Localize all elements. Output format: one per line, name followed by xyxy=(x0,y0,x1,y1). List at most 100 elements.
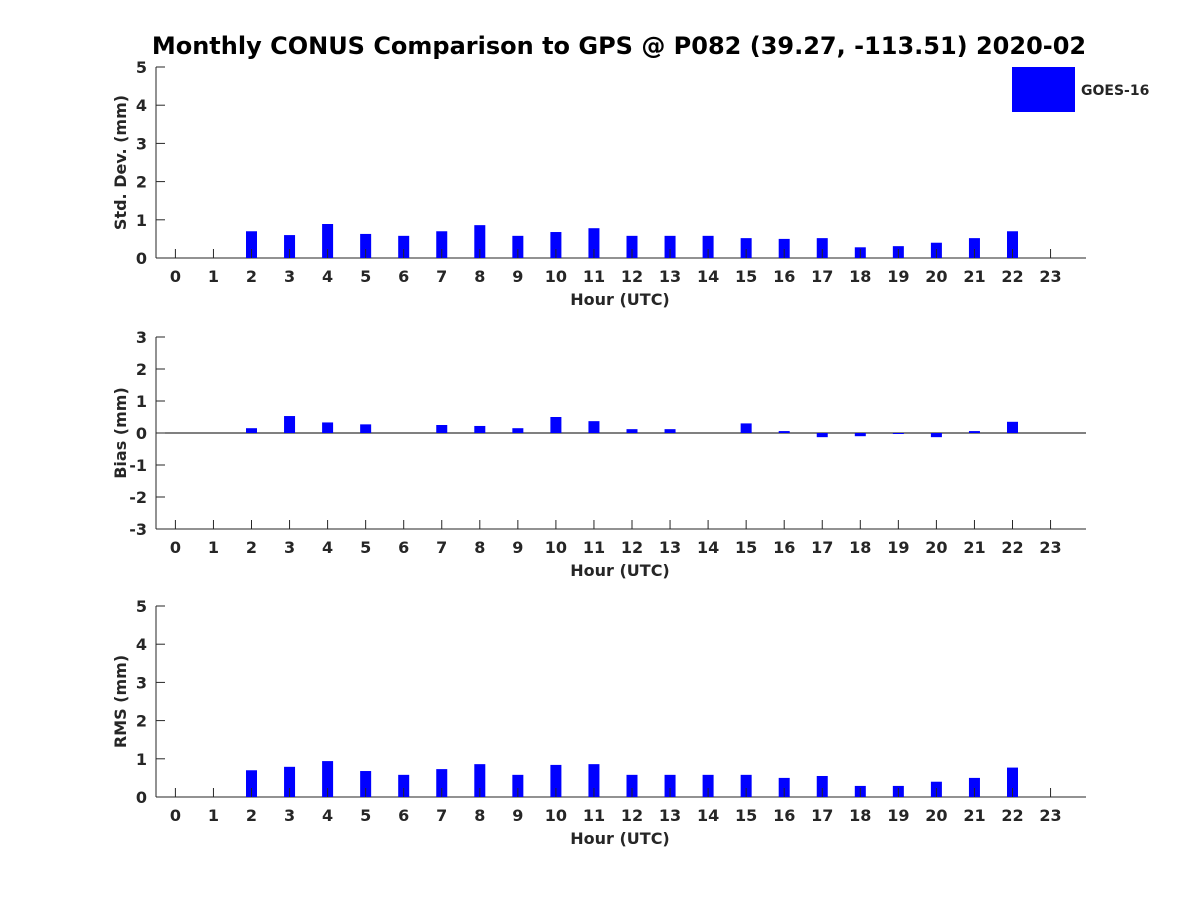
y-tick-label: 4 xyxy=(136,635,147,654)
x-tick-label: 10 xyxy=(545,538,567,557)
x-tick-label: 22 xyxy=(1001,267,1023,286)
x-tick-label: 19 xyxy=(887,806,909,825)
x-tick-label: 7 xyxy=(436,806,447,825)
y-tick-label: 2 xyxy=(136,173,147,192)
x-tick-label: 1 xyxy=(208,538,219,557)
x-tick-label: 15 xyxy=(735,267,757,286)
y-axis-label: Bias (mm) xyxy=(111,387,130,479)
bar-hour-11 xyxy=(588,421,600,433)
x-tick-label: 2 xyxy=(246,806,257,825)
x-tick-label: 2 xyxy=(246,267,257,286)
x-tick-label: 4 xyxy=(322,538,333,557)
bar-hour-7 xyxy=(436,769,448,797)
y-tick-label: 1 xyxy=(136,750,147,769)
bar-hour-14 xyxy=(702,774,714,797)
bar-hour-8 xyxy=(474,225,486,258)
bar-hour-5 xyxy=(360,771,372,797)
x-tick-label: 7 xyxy=(436,267,447,286)
x-tick-label: 21 xyxy=(963,267,985,286)
x-tick-label: 3 xyxy=(284,538,295,557)
x-tick-label: 13 xyxy=(659,538,681,557)
x-tick-label: 6 xyxy=(398,538,409,557)
bar-hour-12 xyxy=(626,235,638,258)
x-tick-label: 5 xyxy=(360,538,371,557)
bar-hour-11 xyxy=(588,228,600,258)
legend-swatch-goes-16 xyxy=(1012,67,1075,112)
x-tick-label: 12 xyxy=(621,267,643,286)
x-tick-label: 8 xyxy=(474,806,485,825)
x-tick-label: 18 xyxy=(849,267,871,286)
y-tick-label: 1 xyxy=(136,392,147,411)
bar-hour-18 xyxy=(854,433,866,437)
y-tick-label: 5 xyxy=(136,58,147,77)
y-tick-label: -1 xyxy=(129,456,147,475)
bar-hour-22 xyxy=(1007,231,1018,258)
bar-hour-21 xyxy=(968,777,980,797)
bar-hour-14 xyxy=(702,235,714,258)
x-tick-label: 22 xyxy=(1001,538,1023,557)
bar-hour-3 xyxy=(284,766,296,797)
x-tick-label: 23 xyxy=(1039,806,1061,825)
y-tick-label: -3 xyxy=(129,520,147,539)
bar-hour-22 xyxy=(1007,421,1018,433)
x-tick-label: 17 xyxy=(811,267,833,286)
y-tick-label: 4 xyxy=(136,96,147,115)
x-tick-label: 0 xyxy=(170,806,181,825)
bar-hour-17 xyxy=(816,775,828,797)
x-tick-label: 8 xyxy=(474,267,485,286)
bar-hour-13 xyxy=(664,429,676,433)
y-tick-label: 2 xyxy=(136,360,147,379)
x-tick-label: 20 xyxy=(925,538,947,557)
bar-hour-17 xyxy=(816,238,828,258)
x-tick-label: 17 xyxy=(811,806,833,825)
y-tick-label: 5 xyxy=(136,597,147,616)
x-tick-label: 22 xyxy=(1001,806,1023,825)
x-axis-label: Hour (UTC) xyxy=(570,829,670,848)
x-axis-label: Hour (UTC) xyxy=(570,290,670,309)
y-tick-label: 2 xyxy=(136,712,147,731)
x-tick-label: 11 xyxy=(583,267,605,286)
bar-hour-19 xyxy=(892,433,904,434)
x-tick-label: 13 xyxy=(659,267,681,286)
legend: GOES-16 xyxy=(1012,67,1149,112)
bar-hour-15 xyxy=(740,774,752,797)
x-tick-label: 9 xyxy=(512,806,523,825)
bar-hour-2 xyxy=(246,231,257,258)
x-tick-label: 4 xyxy=(322,806,333,825)
x-tick-label: 10 xyxy=(545,267,567,286)
x-tick-label: 10 xyxy=(545,806,567,825)
x-tick-label: 2 xyxy=(246,538,257,557)
bar-hour-9 xyxy=(512,428,524,433)
x-tick-label: 8 xyxy=(474,538,485,557)
bar-hour-2 xyxy=(246,428,257,433)
x-tick-label: 0 xyxy=(170,538,181,557)
x-tick-label: 18 xyxy=(849,538,871,557)
x-tick-label: 13 xyxy=(659,806,681,825)
bar-hour-13 xyxy=(664,774,676,797)
y-tick-label: -2 xyxy=(129,488,147,507)
bar-hour-11 xyxy=(588,764,600,797)
x-tick-label: 16 xyxy=(773,267,795,286)
x-tick-label: 5 xyxy=(360,806,371,825)
y-tick-label: 3 xyxy=(136,134,147,153)
bar-hour-9 xyxy=(512,235,524,258)
y-tick-label: 3 xyxy=(136,328,147,347)
bar-hour-5 xyxy=(360,233,372,258)
y-tick-label: 1 xyxy=(136,211,147,230)
x-tick-label: 19 xyxy=(887,538,909,557)
bar-hour-10 xyxy=(550,417,562,433)
x-tick-label: 11 xyxy=(583,538,605,557)
bar-hour-9 xyxy=(512,774,524,797)
bar-hour-16 xyxy=(778,777,790,797)
bar-hour-3 xyxy=(284,416,296,433)
bar-hour-6 xyxy=(398,774,410,797)
x-tick-label: 19 xyxy=(887,267,909,286)
bar-hour-20 xyxy=(930,433,942,438)
x-tick-label: 6 xyxy=(398,806,409,825)
x-tick-label: 14 xyxy=(697,806,719,825)
bar-hour-10 xyxy=(550,232,562,258)
x-tick-label: 21 xyxy=(963,806,985,825)
bar-hour-15 xyxy=(740,238,752,258)
